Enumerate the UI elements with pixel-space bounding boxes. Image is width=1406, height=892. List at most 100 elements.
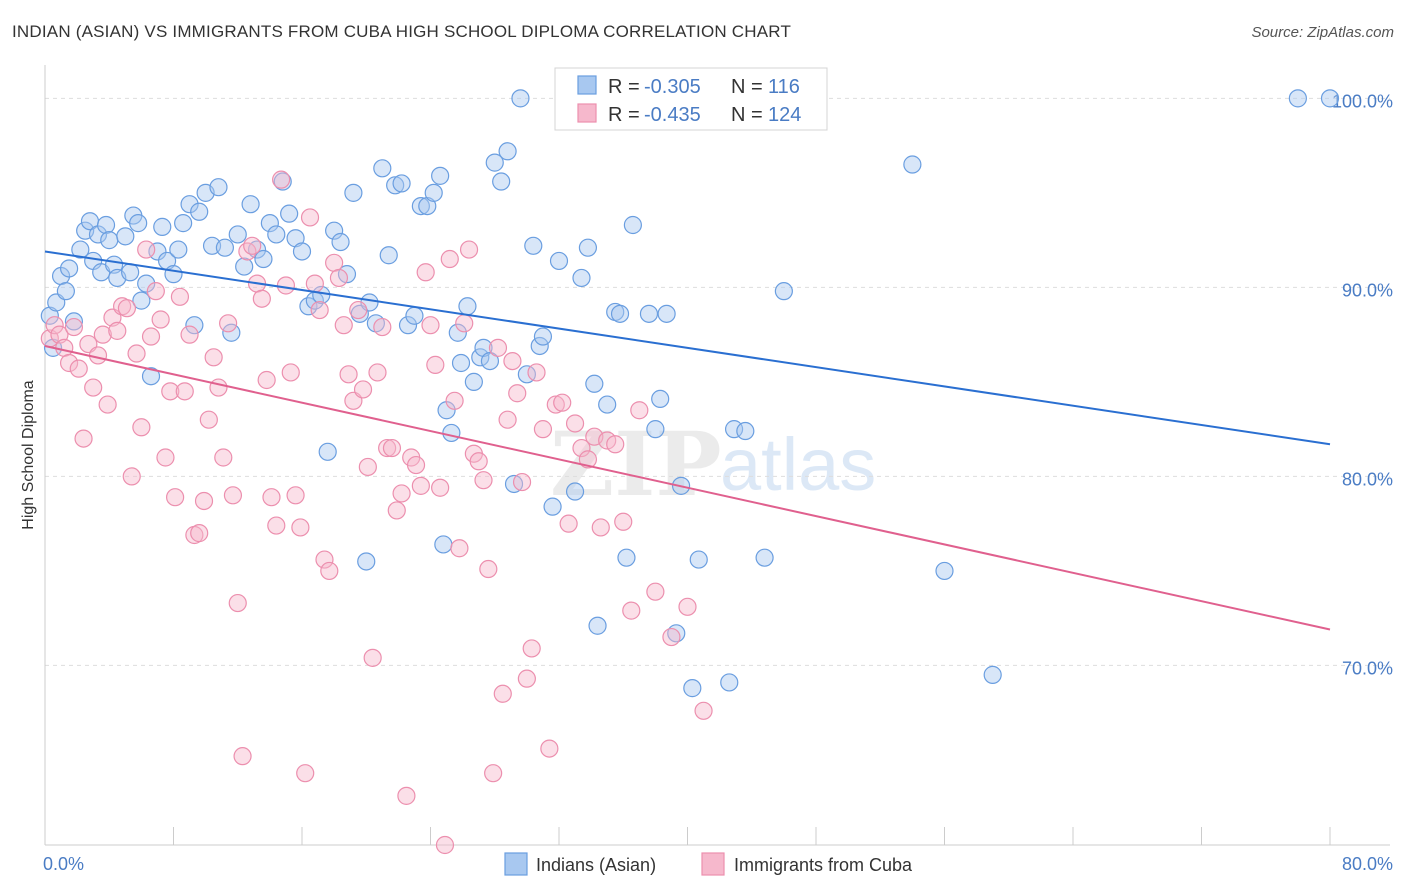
cuba-immigrant-point [493, 684, 512, 703]
cuba-immigrant-point [339, 365, 358, 384]
cuba-immigrant-point [252, 289, 271, 308]
indian-asian-point [572, 268, 591, 288]
cuba-immigrant-point [440, 249, 459, 269]
cuba-immigrant-point [368, 363, 387, 382]
indian-asian-point [639, 304, 659, 323]
cuba-immigrant-point [300, 208, 320, 227]
cuba-immigrant-point [503, 351, 522, 371]
legend-r-value-1: -0.305 [644, 76, 701, 98]
indian-asian-point [280, 204, 299, 223]
legend-r-label-2: R = [608, 104, 645, 126]
indian-asian-point [458, 297, 477, 316]
indian-asian-point [689, 550, 708, 569]
indian-asian-point [585, 374, 604, 393]
cuba-immigrant-point [64, 317, 84, 337]
indian-asian-point [164, 265, 183, 284]
indian-asian-point [64, 312, 84, 331]
cuba-immigrant-point [431, 478, 450, 497]
bottom-legend-swatch-blue [504, 852, 528, 876]
cuba-immigrant-point [59, 353, 79, 373]
cuba-immigrant-point [194, 491, 214, 511]
grid-lines: 70.0% 80.0% 90.0% 100.0% [45, 91, 1393, 678]
cuba-immigrant-point [565, 414, 585, 433]
cuba-immigrant-point [546, 395, 565, 414]
cuba-immigrant-point [84, 378, 103, 397]
cuba-immigrant-point [517, 669, 536, 688]
indian-asian-point [1288, 89, 1307, 108]
indian-asian-point [524, 236, 543, 255]
bottom-legend-swatch-pink [701, 852, 725, 876]
indian-asian-point [56, 282, 75, 301]
cuba-immigrant-point [214, 448, 233, 467]
cuba-immigrant-point [553, 393, 572, 412]
indian-asian-point [71, 240, 90, 259]
cuba-immigrant-point [180, 325, 199, 344]
cuba-immigrant-point [540, 739, 559, 758]
cuba-immigrant-point [435, 835, 455, 855]
indian-asian-point [148, 242, 167, 261]
cuba-immigrant-point [421, 316, 440, 335]
indian-asian-point [169, 240, 188, 259]
cuba-immigrant-point [156, 448, 175, 467]
indian-asian-point [610, 304, 630, 323]
cuba-immigrant-point [286, 486, 305, 505]
cuba-immigrant-point [45, 316, 64, 335]
indian-asian-point [578, 238, 598, 257]
indian-asian-point [357, 552, 376, 571]
cuba-immigrant-point [349, 300, 368, 320]
legend-r-value-2: -0.435 [644, 104, 701, 126]
indian-asian-point [392, 174, 411, 193]
cuba-immigrant-point [694, 701, 713, 720]
indian-asian-point [983, 665, 1002, 684]
watermark-atlas: atlas [720, 423, 876, 506]
cuba-immigrant-point [630, 401, 649, 420]
indian-asian-point [121, 263, 140, 282]
indian-asian-point [588, 616, 607, 635]
indian-asian-point [736, 421, 755, 441]
indian-asian-point [646, 420, 665, 439]
cuba-immigrant-point [166, 488, 185, 507]
cuba-immigrant-point [445, 391, 464, 410]
cuba-immigrant-point [522, 639, 541, 658]
cuba-immigrant-point [416, 263, 435, 282]
legend-n-label-2: N = [731, 104, 768, 126]
indian-asian-point [774, 282, 793, 301]
indian-asian-point [215, 238, 234, 257]
cuba-immigrant-point [151, 310, 170, 329]
y-tick-label: 70.0% [1342, 658, 1393, 678]
cuba-immigrant-point [484, 764, 503, 783]
legend-n-label-1: N = [731, 76, 768, 98]
cuba-immigrant-point [325, 253, 344, 272]
cuba-immigrant-point [190, 524, 209, 543]
cuba-immigrant-point [469, 452, 488, 471]
indian-asian-point [398, 316, 418, 335]
correlation-legend: R = -0.305 N = 116 R = -0.435 N = 124 [554, 67, 828, 131]
indian-asian-point [174, 214, 193, 233]
cuba-immigrant-point [223, 486, 243, 505]
indian-asian-point [344, 183, 363, 202]
indian-asian-point [755, 548, 774, 567]
cuba-immigrant-point [305, 274, 324, 293]
indian-asian-point [325, 221, 344, 240]
cuba-immigrant-point [209, 378, 228, 397]
indian-asian-point [59, 259, 79, 278]
indian-asian-point [498, 142, 517, 161]
cuba-immigrant-point [479, 559, 498, 579]
legend-n-value-2: 124 [768, 104, 801, 126]
cuba-immigrant-point [257, 370, 276, 390]
indian-asian-point [137, 274, 156, 293]
y-tick-label: 80.0% [1342, 469, 1393, 489]
indian-asian-point [267, 225, 286, 244]
cuba-immigrant-point [614, 512, 633, 531]
y-tick-label: 100.0% [1332, 91, 1393, 111]
cuba-immigrant-point [122, 467, 141, 486]
cuba-immigrant-point [392, 484, 411, 503]
cuba-immigrant-point [411, 476, 430, 495]
cuba-immigrant-point [267, 516, 286, 535]
cuba-immigrant-point [291, 518, 310, 537]
indian-asian-point [511, 89, 530, 108]
cuba-immigrant-point [315, 550, 334, 569]
indian-asian-point [492, 172, 511, 191]
trend-lines [44, 250, 1331, 631]
cuba-immigrant-point [127, 344, 146, 363]
